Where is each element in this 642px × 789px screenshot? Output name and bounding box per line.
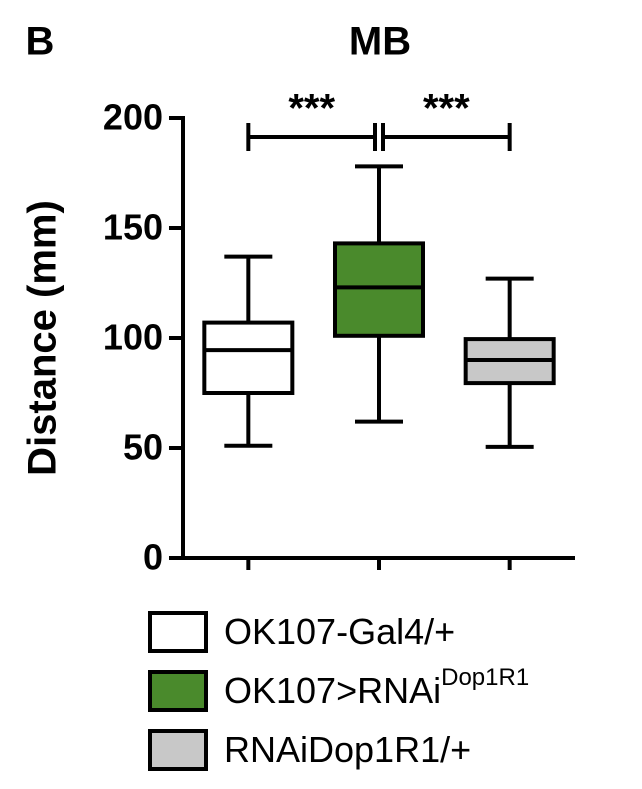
legend-swatch <box>148 670 208 712</box>
legend-swatch <box>148 729 208 771</box>
legend-label: RNAiDop1R1/+ <box>224 729 471 770</box>
box <box>202 320 295 396</box>
chart-title: MB <box>349 20 411 64</box>
y-axis-label: Distance (mm) <box>21 200 65 476</box>
y-tick-label: 100 <box>103 317 163 358</box>
y-tick-label: 200 <box>103 97 163 138</box>
significance-label: *** <box>288 87 335 131</box>
legend-name: RNAiDop1R1/+ <box>224 729 471 770</box>
significance-label: *** <box>423 87 470 131</box>
legend-swatch <box>148 611 208 653</box>
y-tick-label: 0 <box>143 537 163 578</box>
panel-label: B <box>26 20 55 64</box>
legend-label: OK107-Gal4/+ <box>224 611 455 652</box>
legend-name: OK107>RNAi <box>224 670 441 711</box>
box <box>333 241 425 338</box>
y-tick-label: 150 <box>103 207 163 248</box>
legend-superscript: Dop1R1 <box>441 664 529 691</box>
legend-name: OK107-Gal4/+ <box>224 611 455 652</box>
legend-label: OK107>RNAiDop1R1 <box>224 664 529 710</box>
y-tick-label: 50 <box>123 427 163 468</box>
